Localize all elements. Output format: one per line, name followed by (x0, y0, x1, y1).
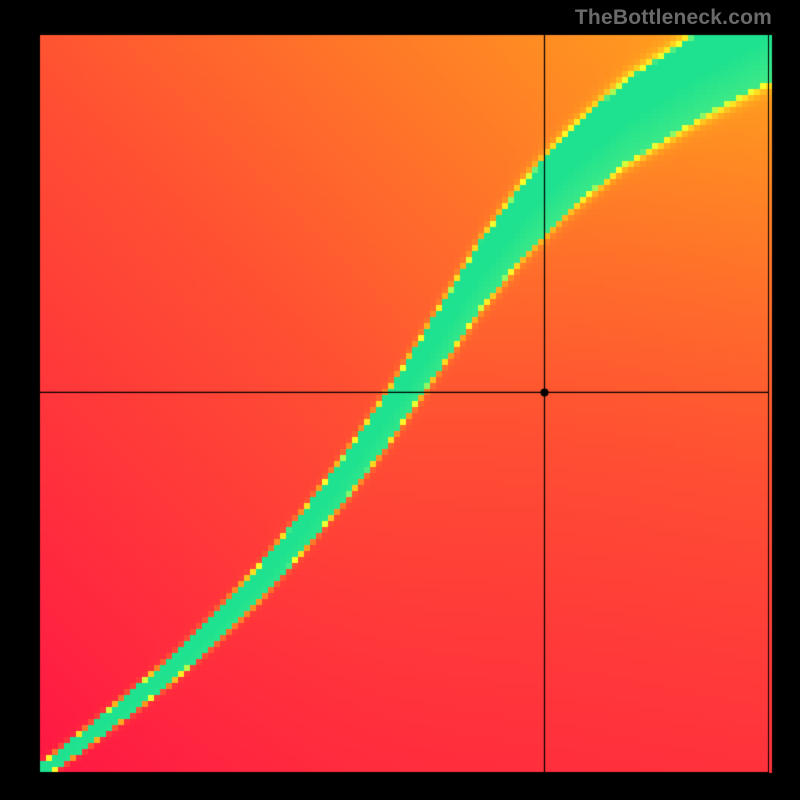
watermark-text: TheBottleneck.com (575, 6, 772, 30)
bottleneck-heatmap (0, 0, 800, 800)
